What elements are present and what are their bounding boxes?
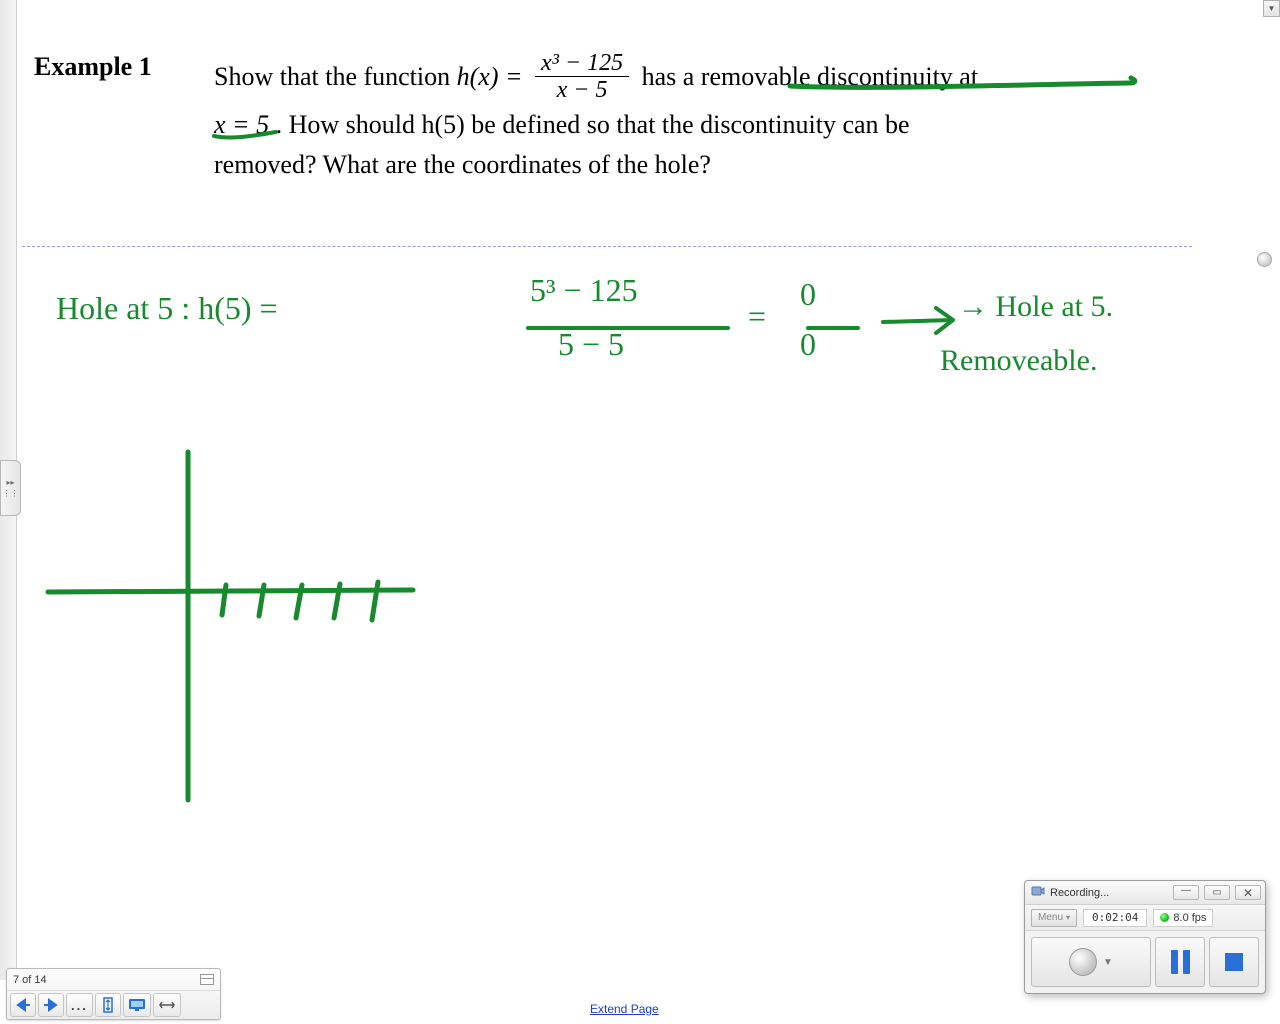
- problem-line-2: x = 5 . How should h(5) be defined so th…: [214, 110, 910, 140]
- recorder-title: Recording...: [1050, 887, 1109, 899]
- grab-dots-icon: ⋮⋮: [3, 489, 19, 498]
- stop-button[interactable]: [1209, 937, 1259, 987]
- function-lhs: h(x) =: [457, 62, 529, 91]
- x-equals-5: x = 5: [214, 110, 269, 139]
- recorder-titlebar[interactable]: Recording... — ▭ ✕: [1025, 881, 1265, 905]
- recorder-controls: ▼: [1025, 931, 1265, 993]
- page-nav-panel: 7 of 14 ...: [6, 968, 221, 1020]
- window-close-button[interactable]: ✕: [1235, 885, 1261, 900]
- handwriting-eq: =: [748, 298, 766, 335]
- recorder-elapsed-time: 0:02:04: [1083, 909, 1147, 927]
- region-resize-handle[interactable]: [1257, 252, 1272, 267]
- region-separator: [22, 246, 1192, 247]
- problem-line-1: Show that the function h(x) = x³ − 125 x…: [214, 52, 978, 106]
- chevron-right-icon: ▸▸: [6, 478, 14, 487]
- page-thumbnail-icon[interactable]: [200, 974, 214, 985]
- recorder-app-icon: [1031, 884, 1045, 901]
- problem-line-3: removed? What are the coordinates of the…: [214, 150, 711, 180]
- recorder-fps: 8.0 fps: [1153, 909, 1213, 927]
- recorder-window[interactable]: Recording... — ▭ ✕ Menu 0:02:04 8.0 fps …: [1024, 880, 1266, 994]
- fit-vertical-button[interactable]: [95, 993, 121, 1017]
- next-page-button[interactable]: [38, 993, 64, 1017]
- window-minimize-button[interactable]: —: [1173, 885, 1199, 900]
- function-fraction: x³ − 125 x − 5: [535, 50, 629, 104]
- pause-button[interactable]: [1155, 937, 1205, 987]
- handwriting-zero-num: 0: [800, 276, 816, 313]
- text-segment: has a removable discontinuity at: [642, 62, 978, 91]
- record-icon: [1069, 948, 1097, 976]
- extend-page-link[interactable]: Extend Page: [590, 1002, 659, 1016]
- stop-icon: [1225, 953, 1243, 971]
- presenter-view-button[interactable]: [123, 993, 151, 1017]
- more-nav-button[interactable]: ...: [66, 993, 93, 1017]
- scroll-up-button[interactable]: ▼: [1263, 0, 1280, 17]
- recorder-menu-dropdown[interactable]: Menu: [1031, 909, 1077, 927]
- handwriting-zero-den: 0: [800, 326, 816, 363]
- window-maximize-button[interactable]: ▭: [1204, 885, 1230, 900]
- page-indicator: 7 of 14: [13, 974, 47, 986]
- pause-icon: [1171, 950, 1190, 974]
- text-segment: Show that the function: [214, 62, 457, 91]
- chevron-down-icon: ▼: [1103, 957, 1113, 968]
- left-rail-expand-tab[interactable]: ▸▸ ⋮⋮: [0, 460, 21, 516]
- status-led-icon: [1160, 913, 1169, 922]
- handwriting-frac-den: 5 − 5: [558, 326, 624, 363]
- handwriting-line-2: Removeable.: [940, 344, 1097, 378]
- record-button[interactable]: ▼: [1031, 937, 1151, 987]
- recorder-status-row: Menu 0:02:04 8.0 fps: [1025, 905, 1265, 931]
- recorder-fps-value: 8.0 fps: [1173, 912, 1206, 924]
- recorder-menu-label: Menu: [1038, 912, 1063, 923]
- fit-horizontal-button[interactable]: [153, 993, 181, 1017]
- handwriting-arrow-text: → Hole at 5.: [958, 290, 1113, 324]
- problem-region: Example 1 Show that the function h(x) = …: [18, 2, 1198, 252]
- text-segment: . How should h(5) be defined so that the…: [276, 110, 910, 139]
- fraction-denominator: x − 5: [535, 77, 629, 103]
- page-indicator-row: 7 of 14: [7, 969, 220, 991]
- handwriting-line-1a: Hole at 5 : h(5) =: [56, 290, 278, 327]
- handwriting-frac-num: 5³ − 125: [530, 272, 638, 309]
- prev-page-button[interactable]: [10, 993, 36, 1017]
- fraction-numerator: x³ − 125: [535, 50, 629, 77]
- example-label: Example 1: [34, 52, 152, 82]
